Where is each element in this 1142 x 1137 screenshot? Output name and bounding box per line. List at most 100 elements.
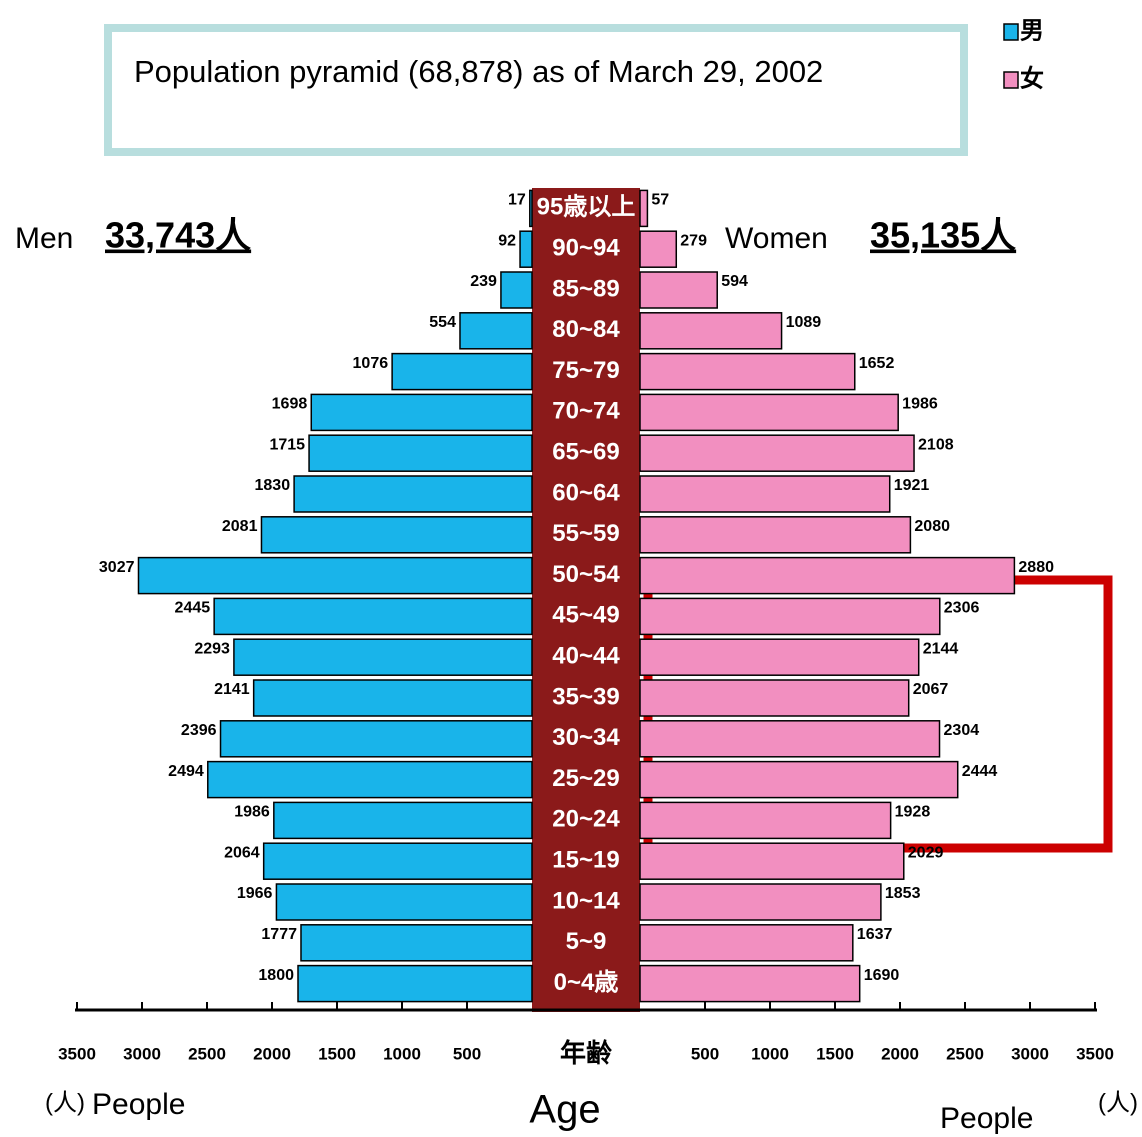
value-label: 1928 <box>895 804 931 821</box>
value-label: 594 <box>721 273 748 290</box>
value-label: 2494 <box>168 763 204 780</box>
x-tick-label: 2500 <box>188 1044 226 1063</box>
value-label: 2306 <box>944 600 980 617</box>
age-label: 45~49 <box>552 602 619 629</box>
bar <box>639 924 854 962</box>
bar <box>519 230 533 268</box>
value-label: 1076 <box>353 355 389 372</box>
bar <box>639 842 905 880</box>
x-tick-label: 1500 <box>318 1044 356 1063</box>
value-label: 92 <box>498 232 516 249</box>
left-unit: (人) <box>45 1089 85 1116</box>
bar <box>639 516 912 554</box>
age-label: 25~29 <box>552 765 619 792</box>
bar <box>300 924 533 962</box>
bar <box>391 352 533 391</box>
age-label: 40~44 <box>552 643 620 670</box>
bar <box>459 312 533 350</box>
value-label: 1652 <box>859 355 895 372</box>
bar <box>500 271 533 309</box>
x-tick-label: 2500 <box>946 1044 984 1063</box>
x-tick-label: 1500 <box>816 1044 854 1063</box>
value-label: 1698 <box>272 396 308 413</box>
value-label: 2144 <box>923 640 959 657</box>
age-label: 70~74 <box>552 398 620 425</box>
x-tick-label: 500 <box>691 1044 719 1063</box>
center-column <box>532 188 640 1012</box>
value-label: 1690 <box>864 967 900 984</box>
value-label: 1830 <box>255 477 291 494</box>
bar <box>529 189 533 228</box>
x-tick-label: 1000 <box>383 1044 421 1063</box>
center-axis-label: 年齢 <box>560 1038 613 1068</box>
value-label: 2293 <box>194 640 230 657</box>
age-label: 30~34 <box>552 724 620 751</box>
bar <box>639 393 899 432</box>
x-tick-label: 3500 <box>1076 1044 1114 1063</box>
right-unit: (人) <box>1098 1089 1138 1116</box>
value-label: 1089 <box>786 314 822 331</box>
bar <box>639 760 959 799</box>
left-unit-caption: People <box>92 1088 185 1121</box>
age-label: 80~84 <box>552 316 620 343</box>
value-label: 2445 <box>175 600 211 617</box>
age-label: 50~54 <box>552 561 620 588</box>
age-label: 10~14 <box>552 887 620 914</box>
value-label: 2064 <box>224 844 260 861</box>
age-label: 85~89 <box>552 275 619 302</box>
value-label: 1715 <box>269 436 305 453</box>
bar <box>639 679 910 717</box>
age-label: 90~94 <box>552 235 620 262</box>
value-label: 57 <box>651 192 669 209</box>
bar <box>293 475 533 513</box>
bar <box>252 679 533 717</box>
value-label: 2141 <box>214 681 250 698</box>
value-label: 2080 <box>914 518 950 535</box>
men-label: Men <box>15 222 73 255</box>
value-label: 1966 <box>237 885 273 902</box>
value-label: 1986 <box>902 396 938 413</box>
bar <box>639 597 941 636</box>
age-label: 55~59 <box>552 520 619 547</box>
bar <box>260 516 533 554</box>
value-label: 2029 <box>908 844 944 861</box>
x-tick-label: 1000 <box>751 1044 789 1063</box>
x-tick-label: 2000 <box>881 1044 919 1063</box>
right-unit-caption: People <box>940 1102 1033 1135</box>
bar <box>639 638 920 676</box>
bar <box>639 352 856 391</box>
bar <box>639 434 915 472</box>
value-label: 1853 <box>885 885 921 902</box>
age-label: 65~69 <box>552 439 619 466</box>
x-tick-label: 3000 <box>123 1044 161 1063</box>
value-label: 279 <box>680 232 707 249</box>
value-label: 3027 <box>99 559 135 576</box>
value-label: 2304 <box>944 722 980 739</box>
age-label: 20~24 <box>552 806 620 833</box>
bar <box>639 801 892 840</box>
bar <box>275 883 533 921</box>
value-label: 2081 <box>222 518 258 535</box>
bar <box>308 434 533 472</box>
bar <box>207 760 533 799</box>
bar <box>273 801 533 840</box>
bar <box>137 556 533 595</box>
value-label: 2067 <box>913 681 949 698</box>
age-label: 15~19 <box>552 847 619 874</box>
legend-swatch <box>1003 23 1019 41</box>
value-label: 1637 <box>857 926 893 943</box>
value-label: 1921 <box>894 477 930 494</box>
bar <box>213 597 533 636</box>
bar <box>310 393 533 432</box>
value-label: 2880 <box>1018 559 1054 576</box>
value-label: 2444 <box>962 763 998 780</box>
value-label: 554 <box>429 314 456 331</box>
bar <box>639 556 1016 595</box>
legend-label: 男 <box>1020 17 1044 44</box>
bar <box>639 720 941 758</box>
bar <box>639 271 718 309</box>
women-total: 35,135人 <box>870 215 1016 256</box>
x-tick-label: 3500 <box>58 1044 96 1063</box>
